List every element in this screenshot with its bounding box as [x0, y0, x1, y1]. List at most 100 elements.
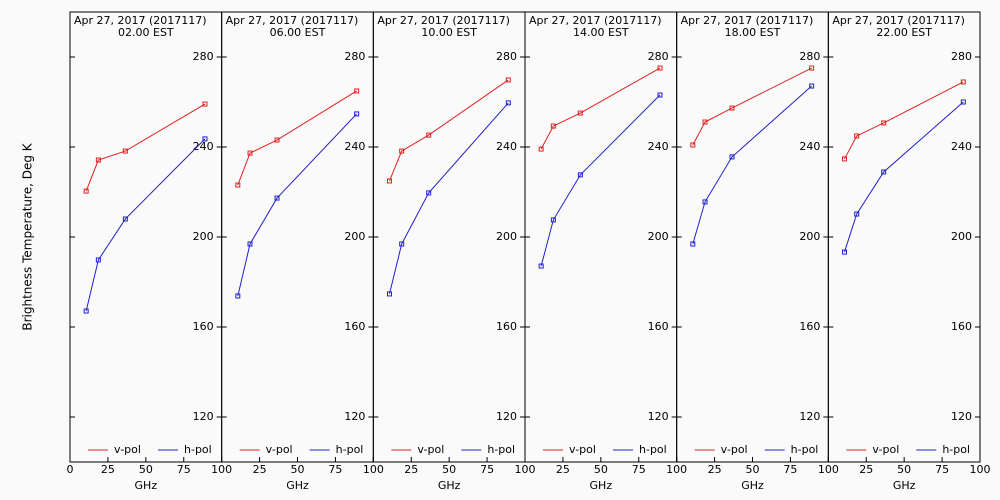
y-tick-label: 120: [799, 410, 820, 423]
series-line: [85, 138, 206, 312]
legend-label: v-pol: [417, 443, 444, 456]
x-axis-label: GHz: [590, 479, 613, 492]
data-point: [202, 101, 208, 107]
data-point: [95, 257, 101, 263]
panel-title: Apr 27, 2017 (2017117): [74, 14, 207, 27]
x-tick-label: 75: [935, 463, 949, 476]
data-point: [505, 77, 511, 83]
data-point: [550, 217, 556, 223]
legend-label: h-pol: [184, 443, 212, 456]
data-point: [95, 157, 101, 163]
data-point: [274, 137, 280, 143]
y-tick-label: 200: [193, 230, 214, 243]
x-tick-label: 25: [859, 463, 873, 476]
series-line: [692, 85, 812, 245]
series-line: [389, 102, 509, 295]
data-point: [122, 216, 128, 222]
y-tick-label: 200: [951, 230, 972, 243]
y-tick-label: 120: [951, 410, 972, 423]
y-tick-label: 200: [344, 230, 365, 243]
legend-label: v-pol: [721, 443, 748, 456]
x-tick-label: 50: [442, 463, 456, 476]
legend-label: v-pol: [872, 443, 899, 456]
y-tick-label: 200: [648, 230, 669, 243]
data-point: [247, 241, 253, 247]
data-point: [386, 291, 392, 297]
y-tick-label: 160: [344, 320, 365, 333]
data-point: [354, 88, 360, 94]
y-tick-label: 280: [799, 50, 820, 63]
y-tick-label: 120: [648, 410, 669, 423]
x-tick-label: 100: [666, 463, 687, 476]
x-tick-label: 75: [328, 463, 342, 476]
x-axis-label: GHz: [438, 479, 461, 492]
series-line: [844, 101, 964, 253]
data-point: [729, 105, 735, 111]
y-tick-label: 280: [193, 50, 214, 63]
data-point: [399, 148, 405, 154]
data-point: [426, 190, 432, 196]
x-axis-label: GHz: [286, 479, 309, 492]
y-tick-label: 200: [799, 230, 820, 243]
y-tick-label: 120: [193, 410, 214, 423]
x-tick-label: 75: [632, 463, 646, 476]
data-point: [122, 148, 128, 154]
y-tick-label: 160: [951, 320, 972, 333]
panel-title: Apr 27, 2017 (2017117): [529, 14, 662, 27]
y-tick-label: 240: [648, 140, 669, 153]
data-point: [657, 65, 663, 71]
series-line: [237, 113, 358, 297]
x-tick-label: 50: [139, 463, 153, 476]
series-line: [540, 67, 661, 150]
y-tick-label: 160: [648, 320, 669, 333]
x-tick-label: 25: [253, 463, 267, 476]
x-axis-label: GHz: [893, 479, 916, 492]
data-point: [274, 195, 280, 201]
series-line: [237, 90, 357, 186]
data-point: [550, 123, 556, 129]
y-tick-label: 200: [496, 230, 517, 243]
panel-title: Apr 27, 2017 (2017117): [681, 14, 814, 27]
data-point: [841, 156, 847, 162]
data-point: [702, 199, 708, 205]
data-point: [729, 154, 735, 160]
panel-title: Apr 27, 2017 (2017117): [377, 14, 510, 27]
x-tick-label: 0: [67, 463, 74, 476]
series-line: [85, 103, 206, 192]
data-point: [247, 150, 253, 156]
legend-label: h-pol: [487, 443, 515, 456]
panel-subtitle: 02.00 EST: [118, 26, 174, 39]
legend-label: v-pol: [569, 443, 596, 456]
data-point: [690, 241, 696, 247]
data-point: [235, 182, 241, 188]
x-tick-label: 50: [594, 463, 608, 476]
y-tick-label: 120: [344, 410, 365, 423]
data-point: [538, 146, 544, 152]
data-point: [386, 178, 392, 184]
data-point: [538, 263, 544, 269]
data-point: [854, 133, 860, 139]
x-tick-label: 50: [291, 463, 305, 476]
y-tick-label: 280: [344, 50, 365, 63]
y-tick-label: 240: [193, 140, 214, 153]
x-tick-label: 100: [818, 463, 839, 476]
x-tick-label: 100: [515, 463, 536, 476]
data-point: [702, 119, 708, 125]
data-point: [235, 293, 241, 299]
panel-subtitle: 10.00 EST: [421, 26, 477, 39]
y-tick-label: 240: [799, 140, 820, 153]
series-line: [540, 94, 661, 267]
data-point: [577, 172, 583, 178]
legend-label: v-pol: [266, 443, 293, 456]
y-tick-label: 160: [496, 320, 517, 333]
data-point: [881, 169, 887, 175]
legend-label: h-pol: [639, 443, 667, 456]
y-tick-label: 240: [496, 140, 517, 153]
y-tick-label: 160: [799, 320, 820, 333]
series-line: [692, 67, 812, 146]
legend-label: h-pol: [791, 443, 819, 456]
data-point: [505, 100, 511, 106]
y-tick-label: 240: [344, 140, 365, 153]
data-point: [83, 188, 89, 194]
